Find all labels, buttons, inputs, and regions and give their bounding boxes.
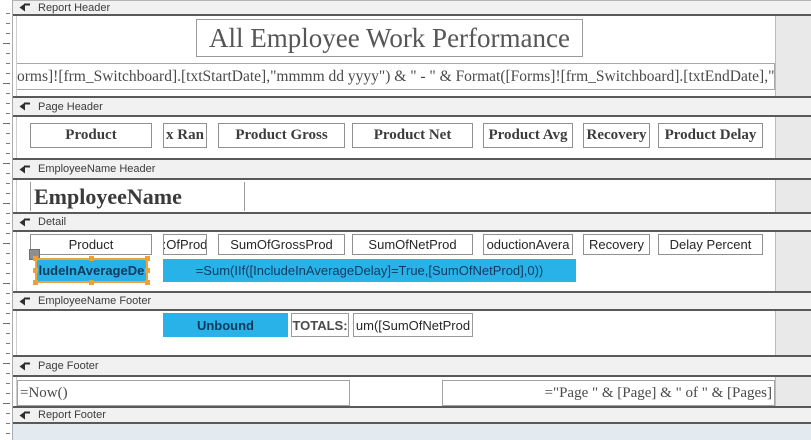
- report-title-label[interactable]: All Employee Work Performance: [196, 19, 583, 57]
- section-bar-detail[interactable]: Detail: [13, 212, 811, 232]
- unbound-textbox[interactable]: Unbound: [163, 313, 288, 337]
- detail-textbox-product[interactable]: Product: [30, 234, 152, 255]
- section-collapse-icon: [19, 102, 30, 111]
- resize-handle[interactable]: [145, 256, 150, 261]
- section-bar-label: EmployeeName Footer: [38, 295, 152, 307]
- detail-textbox-productionaverage[interactable]: oductionAvera: [483, 234, 573, 255]
- section-bar-employeename-footer[interactable]: EmployeeName Footer: [13, 291, 811, 311]
- detail-textbox-sumofnetprod[interactable]: SumOfNetProd: [352, 234, 473, 255]
- detail-textbox-sumofprod[interactable]: :OfProd: [163, 234, 207, 255]
- selected-control-text: ludeInAverageDe: [38, 263, 145, 278]
- section-bar-page-footer[interactable]: Page Footer: [13, 355, 811, 377]
- date-range-textbox[interactable]: orms]![frm_Switchboard].[txtStartDate],"…: [17, 63, 775, 90]
- page-header-label-product[interactable]: Product: [30, 123, 152, 148]
- section-collapse-icon: [19, 297, 30, 305]
- resize-handle[interactable]: [33, 256, 38, 261]
- section-bar-label: Detail: [38, 216, 67, 228]
- section-bar-label: EmployeeName Header: [38, 163, 156, 175]
- now-formula-textbox[interactable]: =Now(): [17, 380, 350, 406]
- section-bar-report-footer[interactable]: Report Footer: [13, 406, 811, 424]
- selected-includeinaveragedelay-textbox[interactable]: ludeInAverageDe: [33, 256, 150, 285]
- detail-textbox-delay-percent[interactable]: Delay Percent: [658, 234, 763, 255]
- resize-handle[interactable]: [145, 280, 150, 285]
- section-collapse-icon: [19, 165, 30, 173]
- section-bar-label: Report Footer: [38, 409, 106, 421]
- report-footer-empty-area: [13, 424, 811, 440]
- section-bar-label: Report Header: [38, 1, 111, 14]
- page-header-label-recovery[interactable]: Recovery: [583, 123, 650, 148]
- page-header-label-product-delay[interactable]: Product Delay: [658, 123, 763, 148]
- page-header-label-product-gross[interactable]: Product Gross: [218, 123, 345, 148]
- page-number-formula-textbox[interactable]: ="Page " & [Page] & " of " & [Pages]: [442, 380, 775, 406]
- resize-handle[interactable]: [33, 267, 38, 273]
- resize-handle[interactable]: [88, 280, 94, 285]
- page-header-label-tx-range[interactable]: x Ran: [163, 123, 207, 148]
- detail-textbox-recovery[interactable]: Recovery: [583, 234, 650, 255]
- resize-handle[interactable]: [33, 280, 38, 285]
- page-header-label-product-net[interactable]: Product Net: [352, 123, 473, 148]
- section-collapse-icon: [19, 218, 30, 226]
- totals-label[interactable]: TOTALS:: [291, 313, 349, 337]
- resize-handle[interactable]: [88, 256, 94, 261]
- page-header-label-product-avg[interactable]: Product Avg: [483, 123, 573, 148]
- section-collapse-icon: [19, 3, 30, 12]
- section-bar-page-header[interactable]: Page Header: [13, 96, 811, 117]
- delay-sum-formula-textbox[interactable]: =Sum(IIf([IncludeInAverageDelay]=True,[S…: [163, 259, 576, 282]
- section-collapse-icon: [19, 411, 30, 419]
- detail-textbox-sumofgrossprod[interactable]: SumOfGrossProd: [218, 234, 345, 255]
- employeename-textbox[interactable]: EmployeeName: [30, 182, 245, 211]
- section-bar-employeename-header[interactable]: EmployeeName Header: [13, 158, 811, 180]
- section-collapse-icon: [19, 362, 30, 370]
- ruler-major-ticks: [3, 4, 10, 440]
- section-bar-label: Page Header: [38, 100, 103, 113]
- section-bar-label: Page Footer: [38, 360, 99, 372]
- vertical-ruler[interactable]: [0, 0, 13, 440]
- sum-net-formula-textbox[interactable]: um([SumOfNetProd: [353, 313, 473, 337]
- section-bar-report-header[interactable]: Report Header: [13, 0, 811, 16]
- resize-handle[interactable]: [145, 267, 150, 273]
